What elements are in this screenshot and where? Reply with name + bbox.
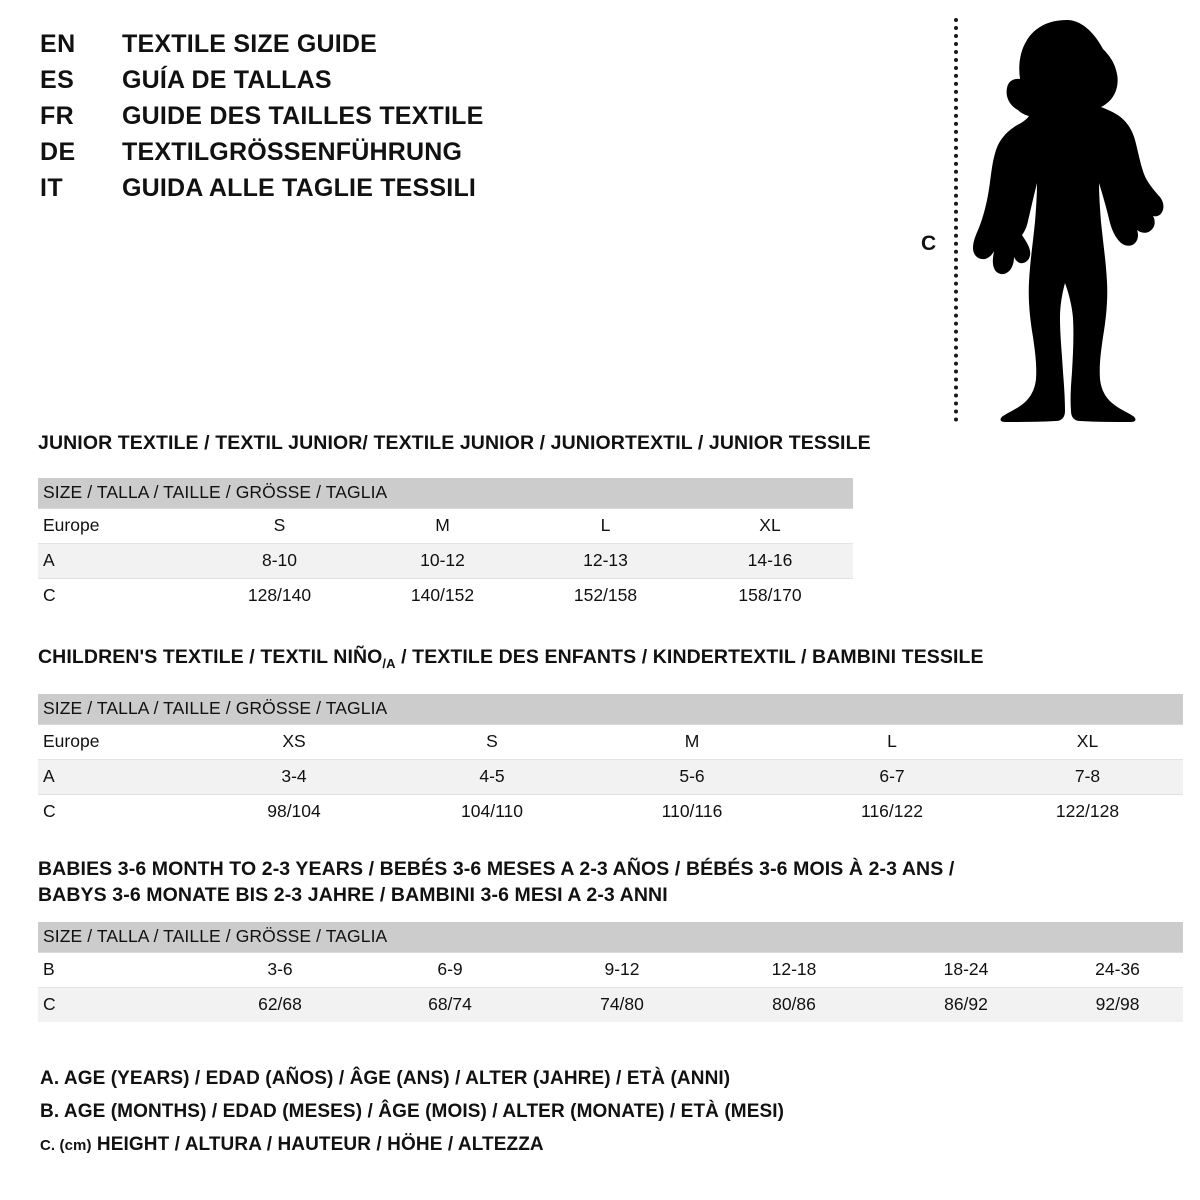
row-label-europe: Europe <box>38 724 196 760</box>
size-header-cell: S <box>392 724 592 760</box>
table-cell: 62/68 <box>196 987 364 1022</box>
table-row: C 62/68 68/74 74/80 80/86 86/92 92/98 <box>38 987 1184 1022</box>
row-label-c: C <box>38 578 198 613</box>
section-title-children-sub: /A <box>382 655 396 671</box>
table-cell: 152/158 <box>524 578 687 613</box>
legend-line-b: B. AGE (MONTHS) / EDAD (MESES) / ÂGE (MO… <box>40 1101 785 1122</box>
row-label-europe: Europe <box>38 508 198 544</box>
head-bar-label: SIZE / TALLA / TAILLE / GRÖSSE / TAGLIA <box>38 478 854 509</box>
table-cell: 8-10 <box>198 543 361 579</box>
measurement-label-c: C <box>921 232 937 255</box>
language-title-es: GUÍA DE TALLAS <box>122 66 332 94</box>
size-header-cell: S <box>198 508 361 544</box>
legend-line-a: A. AGE (YEARS) / EDAD (AÑOS) / ÂGE (ANS)… <box>40 1068 731 1089</box>
table-row: A 3-4 4-5 5-6 6-7 7-8 <box>38 759 1183 795</box>
table-cell: 68/74 <box>364 987 536 1022</box>
table-cell: 7-8 <box>992 759 1183 795</box>
section-title-junior: JUNIOR TEXTILE / TEXTIL JUNIOR/ TEXTILE … <box>38 432 871 454</box>
babies-size-table: SIZE / TALLA / TAILLE / GRÖSSE / TAGLIA … <box>38 922 1184 1022</box>
language-code-de: DE <box>40 138 76 166</box>
size-header-cell: M <box>361 508 524 544</box>
row-label-a: A <box>38 543 198 579</box>
table-row: Europe S M L XL <box>38 508 854 544</box>
table-header-bar-children: SIZE / TALLA / TAILLE / GRÖSSE / TAGLIA <box>38 694 1183 725</box>
row-label-b: B <box>38 952 196 988</box>
table-cell: 3-6 <box>196 952 364 988</box>
language-code-en: EN <box>40 30 76 58</box>
legend-line-c-text: HEIGHT / ALTURA / HAUTEUR / HÖHE / ALTEZ… <box>91 1134 544 1155</box>
table-cell: 140/152 <box>361 578 524 613</box>
table-cell: 9-12 <box>536 952 708 988</box>
size-header-cell: XL <box>687 508 854 544</box>
language-code-it: IT <box>40 174 64 202</box>
head-bar-label: SIZE / TALLA / TAILLE / GRÖSSE / TAGLIA <box>38 922 1184 953</box>
section-title-babies-line1: BABIES 3-6 MONTH TO 2-3 YEARS / BEBÉS 3-… <box>38 858 955 880</box>
size-header-cell: XL <box>992 724 1183 760</box>
table-cell: 80/86 <box>708 987 880 1022</box>
size-header-cell: L <box>524 508 687 544</box>
table-cell: 10-12 <box>361 543 524 579</box>
language-code-fr: FR <box>40 102 75 130</box>
language-title-fr: GUIDE DES TAILLES TEXTILE <box>122 102 484 130</box>
table-cell: 5-6 <box>592 759 792 795</box>
table-cell: 128/140 <box>198 578 361 613</box>
table-cell: 74/80 <box>536 987 708 1022</box>
table-cell: 3-4 <box>196 759 392 795</box>
table-cell: 24-36 <box>1052 952 1184 988</box>
size-header-cell: L <box>792 724 992 760</box>
child-silhouette-icon <box>973 20 1164 422</box>
table-row: B 3-6 6-9 9-12 12-18 18-24 24-36 <box>38 952 1184 988</box>
language-title-it: GUIDA ALLE TAGLIE TESSILI <box>122 174 477 202</box>
table-header-bar-junior: SIZE / TALLA / TAILLE / GRÖSSE / TAGLIA <box>38 478 854 509</box>
table-cell: 18-24 <box>880 952 1052 988</box>
language-header-block: EN TEXTILE SIZE GUIDE ES GUÍA DE TALLAS … <box>40 30 600 210</box>
legend-block: A. AGE (YEARS) / EDAD (AÑOS) / ÂGE (ANS)… <box>40 1068 1140 1167</box>
size-header-cell: M <box>592 724 792 760</box>
table-cell: 6-9 <box>364 952 536 988</box>
height-measurement-figure: C <box>905 14 1170 426</box>
language-row-fr: FR GUIDE DES TAILLES TEXTILE <box>40 102 600 138</box>
table-cell: 92/98 <box>1052 987 1184 1022</box>
size-header-cell: XS <box>196 724 392 760</box>
table-cell: 110/116 <box>592 794 792 829</box>
language-row-es: ES GUÍA DE TALLAS <box>40 66 600 102</box>
table-cell: 158/170 <box>687 578 854 613</box>
table-header-bar-babies: SIZE / TALLA / TAILLE / GRÖSSE / TAGLIA <box>38 922 1184 953</box>
language-row-it: IT GUIDA ALLE TAGLIE TESSILI <box>40 174 600 210</box>
table-cell: 12-13 <box>524 543 687 579</box>
row-label-c: C <box>38 794 196 829</box>
section-title-children-part2: / TEXTILE DES ENFANTS / KINDERTEXTIL / B… <box>395 646 984 668</box>
legend-line-c-unit: C. (cm) <box>40 1137 92 1154</box>
language-title-en: TEXTILE SIZE GUIDE <box>122 30 378 58</box>
table-row: A 8-10 10-12 12-13 14-16 <box>38 543 854 579</box>
dotted-measure-line <box>954 18 958 422</box>
head-bar-label: SIZE / TALLA / TAILLE / GRÖSSE / TAGLIA <box>38 694 1183 725</box>
table-cell: 98/104 <box>196 794 392 829</box>
table-cell: 122/128 <box>992 794 1183 829</box>
table-cell: 6-7 <box>792 759 992 795</box>
table-cell: 12-18 <box>708 952 880 988</box>
language-row-de: DE TEXTILGRÖSSENFÜHRUNG <box>40 138 600 174</box>
section-title-babies-line2: BABYS 3-6 MONATE BIS 2-3 JAHRE / BAMBINI… <box>38 884 668 906</box>
section-title-children-part1: CHILDREN'S TEXTILE / TEXTIL NIÑO <box>38 646 383 668</box>
table-row: C 128/140 140/152 152/158 158/170 <box>38 578 854 613</box>
junior-size-table: SIZE / TALLA / TAILLE / GRÖSSE / TAGLIA … <box>38 478 854 613</box>
table-cell: 86/92 <box>880 987 1052 1022</box>
table-row: C 98/104 104/110 110/116 116/122 122/128 <box>38 794 1183 829</box>
language-code-es: ES <box>40 66 75 94</box>
row-label-c: C <box>38 987 196 1022</box>
table-cell: 14-16 <box>687 543 854 579</box>
table-cell: 104/110 <box>392 794 592 829</box>
legend-line-c: C. (cm) HEIGHT / ALTURA / HAUTEUR / HÖHE… <box>40 1134 1140 1167</box>
children-size-table: SIZE / TALLA / TAILLE / GRÖSSE / TAGLIA … <box>38 694 1183 829</box>
section-title-children: CHILDREN'S TEXTILE / TEXTIL NIÑO/A / TEX… <box>38 646 984 671</box>
table-cell: 116/122 <box>792 794 992 829</box>
language-row-en: EN TEXTILE SIZE GUIDE <box>40 30 600 66</box>
table-cell: 4-5 <box>392 759 592 795</box>
language-title-de: TEXTILGRÖSSENFÜHRUNG <box>122 138 463 166</box>
table-row: Europe XS S M L XL <box>38 724 1183 760</box>
row-label-a: A <box>38 759 196 795</box>
